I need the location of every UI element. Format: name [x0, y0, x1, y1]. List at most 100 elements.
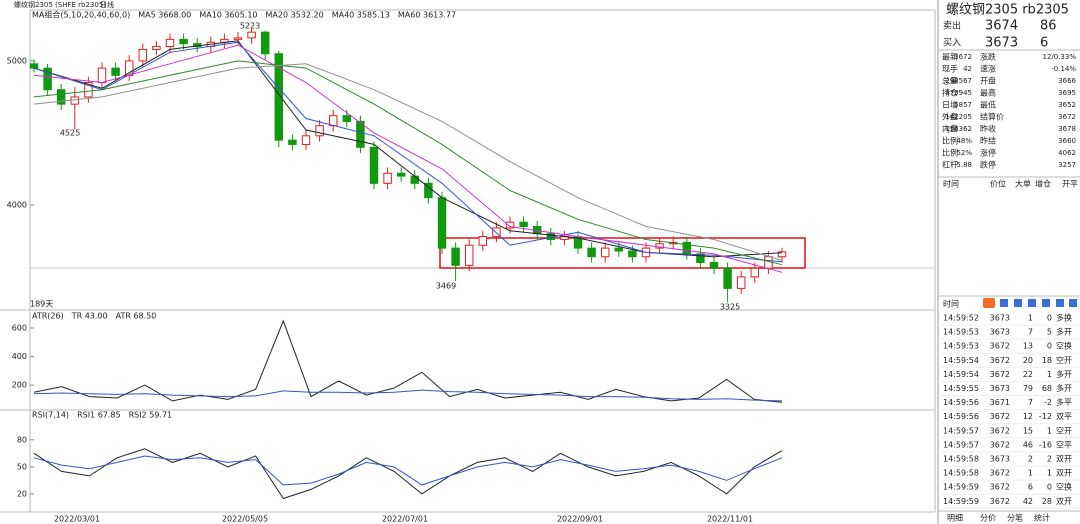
detail-label: 最新 — [942, 52, 958, 62]
icon[interactable] — [1056, 299, 1064, 307]
annotation: 3469 — [436, 282, 456, 291]
detail-label: 开盘 — [980, 76, 996, 86]
detail-value: 5857 — [954, 101, 972, 109]
tick-oi: -2 — [1044, 398, 1052, 407]
tick-time: 14:59:59 — [943, 497, 979, 506]
icon[interactable] — [1000, 299, 1008, 307]
tick-type: 多开 — [1056, 327, 1072, 337]
candle-body — [587, 247, 596, 258]
tick-type: 空换 — [1056, 482, 1072, 492]
legend-entry: RSI1 67.85 — [77, 411, 121, 420]
book-price: 3673 — [985, 36, 1018, 51]
x-tick-label: 2022/11/01 — [707, 515, 753, 524]
candle-body — [383, 172, 392, 184]
tick-time: 14:59:52 — [943, 314, 979, 323]
detail-value: 142205 — [945, 113, 972, 121]
candle-body — [709, 261, 719, 269]
column-header: 价位 — [990, 179, 1006, 189]
tick-time: 14:59:53 — [943, 328, 979, 337]
icon[interactable] — [983, 298, 995, 308]
detail-label: 跌停 — [980, 160, 996, 170]
candle-body — [342, 115, 352, 122]
candle-body — [614, 247, 624, 252]
icon[interactable] — [1069, 299, 1077, 307]
tab[interactable]: 分笔 — [1007, 513, 1023, 523]
candle-body — [451, 247, 460, 266]
detail-value: 12/0.33% — [1042, 53, 1076, 61]
tick-volume: 20 — [1023, 356, 1033, 365]
legend-entry: MA60 3613.77 — [398, 11, 456, 20]
legend-entry: RSI2 59.71 — [129, 411, 173, 420]
legend-entry: MA10 3605.10 — [199, 11, 257, 20]
legend-entry: ATR 68.50 — [116, 312, 157, 321]
candle-body — [369, 146, 379, 184]
tick-price: 3672 — [990, 342, 1010, 351]
tick-oi: -12 — [1039, 412, 1052, 421]
x-tick-label: 2022/05/05 — [222, 515, 268, 524]
tick-volume: 15 — [1023, 426, 1033, 435]
tick-time: 14:59:53 — [943, 342, 979, 351]
icon[interactable] — [1014, 299, 1022, 307]
tick-type: 多平 — [1056, 397, 1072, 407]
column-header: 开平 — [1062, 180, 1078, 189]
candle-body — [274, 53, 284, 141]
indicator-line — [33, 44, 783, 273]
tick-volume: 79 — [1023, 384, 1033, 393]
tick-price: 3672 — [990, 497, 1010, 506]
detail-value: 3672 — [954, 53, 972, 61]
detail-label: 最高 — [980, 88, 996, 98]
candle-body — [655, 243, 664, 249]
candle-body — [152, 46, 161, 50]
legend-entry: MA5 3668.00 — [138, 11, 191, 20]
tab[interactable]: 统计 — [1034, 513, 1050, 523]
tick-volume: 12 — [1023, 412, 1033, 421]
tab[interactable]: 明细 — [947, 513, 963, 523]
tick-price: 3672 — [990, 440, 1010, 449]
candle-body — [56, 89, 66, 105]
column-header: 增仓 — [1035, 179, 1051, 189]
tick-type: 多换 — [1056, 313, 1072, 323]
icon[interactable] — [1028, 299, 1036, 307]
tick-oi: 0 — [1047, 314, 1052, 323]
detail-value: 3652 — [1058, 101, 1076, 109]
candle-body — [478, 236, 488, 246]
tick-oi: 28 — [1042, 497, 1052, 506]
book-volume: 86 — [1040, 19, 1057, 34]
tick-price: 3673 — [990, 455, 1010, 464]
tick-type: 双开 — [1056, 469, 1072, 478]
tick-price: 3671 — [990, 398, 1010, 407]
tick-volume: 1 — [1028, 314, 1033, 323]
legend-entry: MA40 3585.13 — [332, 11, 390, 20]
tick-price: 3672 — [990, 469, 1010, 478]
indicator-line — [33, 63, 783, 261]
tab[interactable]: 分价 — [980, 514, 996, 523]
candle-body — [288, 139, 297, 145]
detail-label: 现手 — [942, 64, 958, 74]
tick-oi: 0 — [1047, 342, 1052, 351]
tick-volume: 2 — [1028, 455, 1033, 464]
candle-body — [696, 253, 705, 263]
candle-body — [97, 67, 107, 84]
detail-label: 涨停 — [980, 148, 996, 158]
candle-body — [233, 37, 243, 40]
tick-type: 双平 — [1056, 412, 1072, 421]
book-label: 卖出 — [943, 20, 961, 32]
tick-time: 14:59:57 — [943, 426, 979, 435]
tick-volume: 22 — [1023, 370, 1033, 379]
detail-label: 涨跌 — [980, 52, 996, 62]
period-label[interactable]: 日线 — [100, 0, 114, 9]
y-tick-label: 200 — [12, 381, 27, 390]
tick-oi: 1 — [1047, 370, 1052, 379]
tick-oi: 2 — [1047, 455, 1052, 464]
detail-value: 3660 — [1058, 137, 1076, 145]
detail-label: 昨收 — [980, 124, 996, 134]
icon[interactable] — [1042, 299, 1050, 307]
detail-value: 42 — [963, 65, 972, 73]
legend-entry: TR 43.00 — [71, 312, 108, 321]
tick-volume: 7 — [1028, 328, 1033, 337]
detail-value: 5.88 — [956, 161, 972, 169]
tick-volume: 13 — [1023, 342, 1033, 351]
tick-type: 空开 — [1056, 425, 1072, 435]
candle-body — [396, 172, 406, 177]
